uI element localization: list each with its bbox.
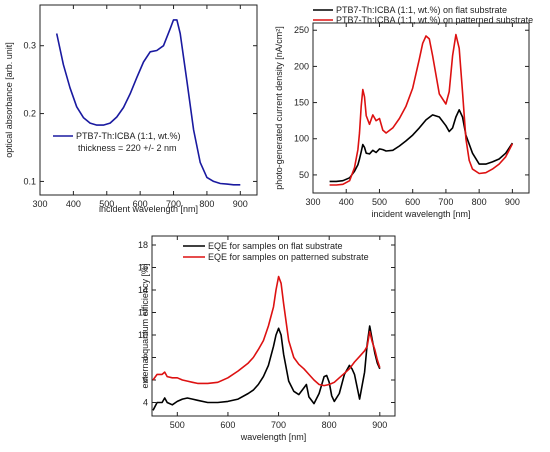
x-tick-label: 500 — [99, 199, 114, 209]
x-tick-label: 500 — [372, 197, 387, 207]
y-axis-label: external quantum efficiency [%] — [140, 264, 150, 389]
y-tick-label: 12 — [138, 308, 148, 318]
y-tick-label: 150 — [294, 98, 309, 108]
x-tick-label: 700 — [271, 420, 286, 430]
x-tick-label: 700 — [166, 199, 181, 209]
series-line-2 — [152, 275, 381, 387]
legend: PTB7-Th:ICBA (1:1, wt.%) on flat substra… — [313, 5, 533, 25]
x-axis-label: incident wavelength [nm] — [99, 204, 198, 214]
legend-label: PTB7-Th:ICBA (1:1, wt.%) on patterned su… — [336, 15, 533, 25]
legend-label: PTB7-Th:ICBA (1:1, wt.%) on flat substra… — [336, 5, 507, 15]
y-tick-label: 0.1 — [23, 176, 36, 186]
y-axis-label: optical absorbance [arb. unit] — [4, 42, 14, 158]
x-tick-label: 900 — [233, 199, 248, 209]
y-tick-label: 8 — [143, 353, 148, 363]
x-tick-label: 400 — [66, 199, 81, 209]
plot-frame — [39, 4, 258, 196]
x-tick-label: 300 — [305, 197, 320, 207]
legend-label: EQE for samples on patterned substrate — [208, 252, 369, 262]
y-tick-label: 200 — [294, 61, 309, 71]
chart-1: 300 400 500 600 700 800 900 0.1 0.2 0.3 incident w… — [4, 4, 258, 214]
y-tick-label: 14 — [138, 285, 148, 295]
y-tick-label: 4 — [143, 398, 148, 408]
plot-frame — [312, 22, 530, 194]
x-tick-label: 300 — [32, 199, 47, 209]
x-tick-label: 600 — [220, 420, 235, 430]
x-tick-label: 400 — [339, 197, 354, 207]
plot-frame — [151, 235, 396, 417]
y-tick-label: 18 — [138, 240, 148, 250]
chart-3: 500 600 700 800 900 4 6 8 10 12 14 16 18 wavelength [… — [138, 235, 396, 442]
series-line-1 — [55, 19, 241, 186]
x-tick-label: 600 — [405, 197, 420, 207]
chart-2: 300 400 500 600 700 800 900 50 100 150 200 250 incid… — [274, 5, 533, 219]
y-tick-label: 0.2 — [23, 109, 36, 119]
y-tick-label: 0.3 — [23, 41, 36, 51]
y-tick-label: 50 — [299, 170, 309, 180]
x-tick-label: 800 — [472, 197, 487, 207]
legend-label: EQE for samples on flat substrate — [208, 241, 343, 251]
x-tick-label: 900 — [372, 420, 387, 430]
series-line-1 — [329, 109, 514, 183]
x-tick-label: 900 — [505, 197, 520, 207]
y-tick-label: 16 — [138, 263, 148, 273]
x-tick-label: 600 — [133, 199, 148, 209]
series-line-2 — [329, 33, 514, 186]
y-tick-label: 100 — [294, 134, 309, 144]
y-axis-label: photo-generated current density [nA/cm²] — [274, 26, 284, 190]
x-tick-label: 700 — [438, 197, 453, 207]
series-line-1 — [152, 325, 381, 411]
x-tick-label: 500 — [170, 420, 185, 430]
legend-label: PTB7-Th:ICBA (1:1, wt.%) — [76, 131, 181, 141]
x-axis-label: incident wavelength [nm] — [371, 209, 470, 219]
y-tick-label: 10 — [138, 330, 148, 340]
x-tick-label: 800 — [322, 420, 337, 430]
y-tick-label: 6 — [143, 375, 148, 385]
x-tick-label: 800 — [199, 199, 214, 209]
y-tick-label: 250 — [294, 25, 309, 35]
legend: PTB7-Th:ICBA (1:1, wt.%) thickness = 220 … — [53, 131, 181, 153]
x-axis-label: wavelength [nm] — [240, 432, 307, 442]
legend-annotation: thickness = 220 +/- 2 nm — [78, 143, 177, 153]
